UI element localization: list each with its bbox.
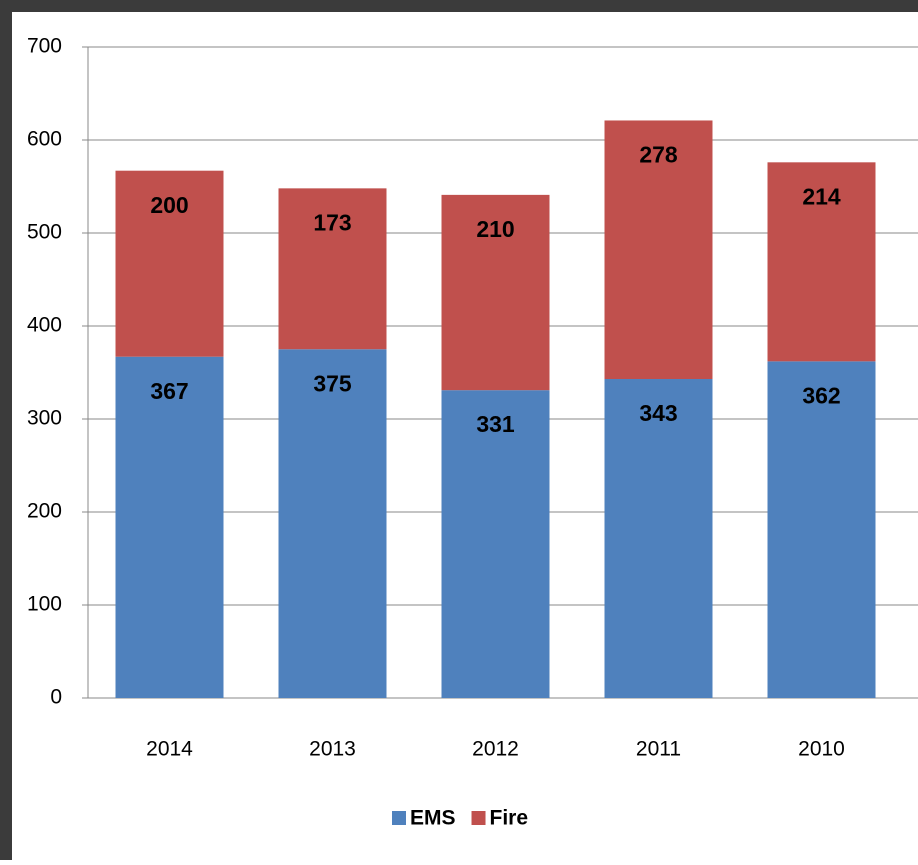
bar-segment	[604, 379, 713, 698]
bar-segment	[115, 356, 224, 698]
bar-segment	[278, 188, 387, 350]
data-label: 375	[313, 370, 352, 396]
y-tick-label: 300	[27, 407, 62, 430]
y-tick-label: 200	[27, 500, 62, 523]
x-tick-label: 2012	[472, 738, 519, 761]
bar-segment	[115, 170, 224, 357]
y-tick-label: 700	[27, 35, 62, 58]
y-tick-label: 400	[27, 314, 62, 337]
x-tick-label: 2010	[798, 738, 845, 761]
data-label: 331	[476, 411, 515, 437]
data-label: 214	[802, 183, 841, 209]
data-label: 362	[802, 382, 840, 408]
data-label: 173	[313, 209, 351, 235]
data-label: 367	[150, 378, 188, 404]
bar-segment	[767, 162, 876, 362]
data-label: 278	[639, 142, 678, 168]
bar-segment	[441, 390, 550, 698]
data-label: 210	[476, 216, 514, 242]
y-tick-label: 0	[50, 686, 62, 709]
legend-swatch	[471, 811, 486, 825]
y-tick-label: 100	[27, 593, 62, 616]
data-label: 343	[639, 400, 677, 426]
x-tick-label: 2013	[309, 738, 356, 761]
y-tick-label: 600	[27, 128, 62, 151]
legend-label: EMS	[410, 807, 456, 830]
legend-label: Fire	[490, 807, 529, 830]
bar-segment	[604, 120, 713, 380]
bar-segment	[278, 349, 387, 698]
data-label: 200	[150, 192, 188, 218]
bar-segment	[767, 361, 876, 698]
bar-segment	[441, 194, 550, 391]
legend-swatch	[392, 811, 406, 825]
x-tick-label: 2011	[636, 738, 681, 761]
y-tick-label: 500	[27, 221, 62, 244]
x-tick-label: 2014	[146, 738, 193, 761]
